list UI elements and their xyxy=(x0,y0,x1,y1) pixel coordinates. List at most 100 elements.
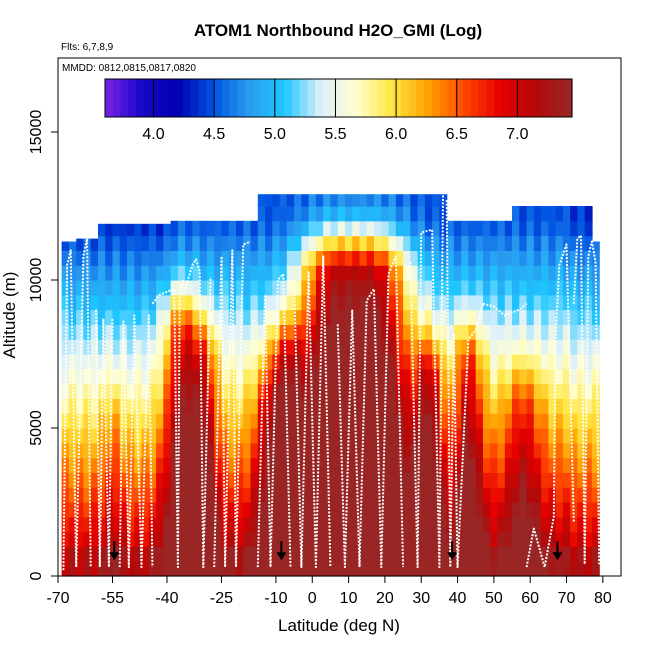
heatmap-cell xyxy=(548,428,557,444)
heatmap-cell xyxy=(301,324,310,340)
heatmap-cell xyxy=(388,354,397,370)
heatmap-cell xyxy=(330,206,339,222)
heatmap-cell xyxy=(439,368,448,385)
colorbar-swatch xyxy=(455,79,464,117)
heatmap-cell xyxy=(272,206,281,222)
heatmap-cell xyxy=(199,309,208,325)
colorbar-swatch xyxy=(533,79,542,117)
heatmap-cell xyxy=(468,457,477,473)
heatmap-cell xyxy=(584,502,593,518)
heatmap-cell xyxy=(83,398,92,414)
heatmap-cell xyxy=(206,368,215,385)
heatmap-cell xyxy=(519,472,528,488)
heatmap-cell xyxy=(76,324,85,340)
heatmap-cell xyxy=(388,368,397,385)
heatmap-cell xyxy=(250,368,259,385)
heatmap-cell xyxy=(323,561,332,577)
colorbar-swatch xyxy=(299,79,308,117)
heatmap-cell xyxy=(432,413,440,429)
heatmap-cell xyxy=(148,472,157,488)
heatmap-cell xyxy=(497,428,506,444)
heatmap-cell xyxy=(127,502,135,518)
heatmap-cell xyxy=(199,280,208,296)
heatmap-cell xyxy=(490,383,499,399)
heatmap-cell xyxy=(439,546,448,562)
heatmap-cell xyxy=(199,413,208,429)
heatmap-cell xyxy=(519,413,528,429)
heatmap-cell xyxy=(533,235,542,251)
heatmap-cell xyxy=(119,472,128,488)
heatmap-cell xyxy=(148,223,157,237)
heatmap-cell xyxy=(301,413,310,429)
heatmap-cell xyxy=(265,354,273,370)
heatmap-cell xyxy=(439,250,448,266)
heatmap-cell xyxy=(301,561,310,577)
heatmap-cell xyxy=(286,220,295,237)
heatmap-cell xyxy=(272,516,281,533)
heatmap-cell xyxy=(127,223,135,237)
heatmap-cell xyxy=(483,250,491,266)
heatmap-cell xyxy=(68,398,77,414)
heatmap-cell xyxy=(286,502,295,518)
colorbar-swatch xyxy=(393,79,402,117)
heatmap-cell xyxy=(475,324,484,340)
heatmap-cell xyxy=(257,265,266,281)
heatmap-cell xyxy=(388,194,397,207)
heatmap-cell xyxy=(519,398,528,414)
heatmap-cell xyxy=(395,516,404,533)
chart-title: ATOM1 Northbound H2O_GMI (Log) xyxy=(194,21,482,40)
heatmap-cell xyxy=(359,531,368,547)
heatmap-cell xyxy=(337,265,346,281)
heatmap-cell xyxy=(526,413,535,429)
heatmap-cell xyxy=(381,457,390,473)
colorbar-swatch xyxy=(361,79,371,117)
heatmap-cell xyxy=(555,516,564,533)
colorbar-tick-label: 6.5 xyxy=(446,126,468,143)
heatmap-cell xyxy=(344,206,353,222)
heatmap-cell xyxy=(366,194,375,207)
heatmap-cell xyxy=(185,368,193,385)
heatmap-cell xyxy=(141,561,150,577)
heatmap-cell xyxy=(591,457,600,473)
heatmap-cell xyxy=(294,457,302,473)
heatmap-cell xyxy=(272,398,281,414)
heatmap-cell xyxy=(90,413,99,429)
heatmap-cell xyxy=(83,531,92,547)
heatmap-cell xyxy=(526,220,535,237)
heatmap-cell xyxy=(548,220,557,237)
flight-profile-line xyxy=(151,279,185,569)
heatmap-cell xyxy=(323,487,332,503)
heatmap-cell xyxy=(403,339,411,355)
heatmap-cell xyxy=(374,368,382,385)
heatmap-cell xyxy=(214,280,223,296)
heatmap-cell xyxy=(214,442,223,459)
heatmap-cell xyxy=(156,280,164,296)
heatmap-cell xyxy=(243,309,252,325)
heatmap-cell xyxy=(570,383,578,399)
heatmap-cell xyxy=(366,354,375,370)
heatmap-cell xyxy=(461,442,470,459)
heatmap-cell xyxy=(177,428,186,444)
heatmap-cell xyxy=(185,339,193,355)
flights-label: Flts: 6,7,8,9 xyxy=(61,42,114,53)
x-tick-label: 50 xyxy=(485,590,503,607)
heatmap-cell xyxy=(257,368,266,385)
heatmap-cell xyxy=(555,531,564,547)
heatmap-cell xyxy=(374,516,382,533)
heatmap-cell xyxy=(177,502,186,518)
heatmap-cell xyxy=(526,339,535,355)
heatmap-cell xyxy=(584,280,593,296)
heatmap-cell xyxy=(577,472,586,488)
heatmap-cell xyxy=(381,194,390,207)
heatmap-cell xyxy=(424,280,433,296)
heatmap-cell xyxy=(395,194,404,207)
heatmap-cell xyxy=(403,428,411,444)
heatmap-cell xyxy=(76,339,85,355)
flight-profile-line xyxy=(572,234,601,566)
heatmap-cell xyxy=(301,531,310,547)
heatmap-cell xyxy=(337,398,346,414)
heatmap-cell xyxy=(170,428,179,444)
heatmap-cell xyxy=(541,561,549,577)
heatmap-cell xyxy=(453,383,462,399)
heatmap-cell xyxy=(475,398,484,414)
